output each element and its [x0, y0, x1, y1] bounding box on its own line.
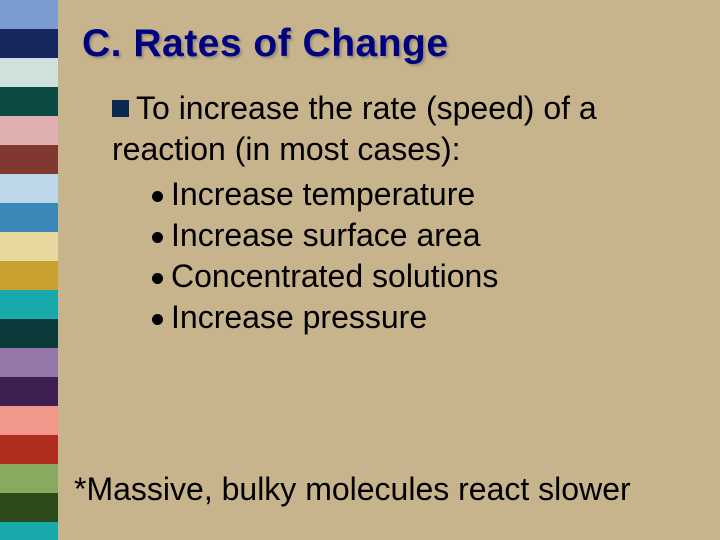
- main-point-text: To increase the rate (speed) of a reacti…: [112, 88, 702, 170]
- sidebar-stripe: [0, 87, 58, 116]
- main-line1: To increase the rate (speed) of a: [136, 90, 597, 126]
- main-line2: reaction (in most cases):: [112, 131, 461, 167]
- sidebar-stripe: [0, 232, 58, 261]
- sidebar-stripe: [0, 261, 58, 290]
- slide-title: C. Rates of Change: [82, 22, 702, 66]
- sidebar-stripe: [0, 522, 58, 540]
- decorative-sidebar: [0, 0, 58, 540]
- sub-item-label: Increase pressure: [171, 299, 427, 335]
- sidebar-stripe: [0, 58, 58, 87]
- sidebar-stripe: [0, 0, 58, 29]
- dot-bullet-icon: [152, 191, 163, 202]
- sidebar-stripe: [0, 377, 58, 406]
- sub-bullet-item: Increase temperature: [152, 174, 702, 215]
- sub-bullet-item: Increase pressure: [152, 297, 702, 338]
- sidebar-stripe: [0, 348, 58, 377]
- sidebar-stripe: [0, 29, 58, 58]
- dot-bullet-icon: [152, 232, 163, 243]
- sub-bullet-list: Increase temperature Increase surface are…: [152, 174, 702, 338]
- main-bullet-block: To increase the rate (speed) of a reacti…: [112, 88, 702, 338]
- sidebar-stripe: [0, 464, 58, 493]
- dot-bullet-icon: [152, 273, 163, 284]
- footnote-text: *Massive, bulky molecules react slower: [74, 471, 631, 508]
- sub-item-label: Increase temperature: [171, 176, 475, 212]
- sub-bullet-item: Increase surface area: [152, 215, 702, 256]
- sidebar-stripe: [0, 493, 58, 522]
- sidebar-stripe: [0, 435, 58, 464]
- sub-bullet-item: Concentrated solutions: [152, 256, 702, 297]
- sub-item-label: Concentrated solutions: [171, 258, 498, 294]
- sidebar-stripe: [0, 406, 58, 435]
- square-bullet-icon: [112, 100, 129, 117]
- slide-content: C. Rates of Change To increase the rate …: [58, 0, 720, 540]
- sidebar-stripe: [0, 203, 58, 232]
- dot-bullet-icon: [152, 314, 163, 325]
- sidebar-stripe: [0, 174, 58, 203]
- sidebar-stripe: [0, 319, 58, 348]
- sidebar-stripe: [0, 116, 58, 145]
- sidebar-stripe: [0, 145, 58, 174]
- sub-item-label: Increase surface area: [171, 217, 481, 253]
- sidebar-stripe: [0, 290, 58, 319]
